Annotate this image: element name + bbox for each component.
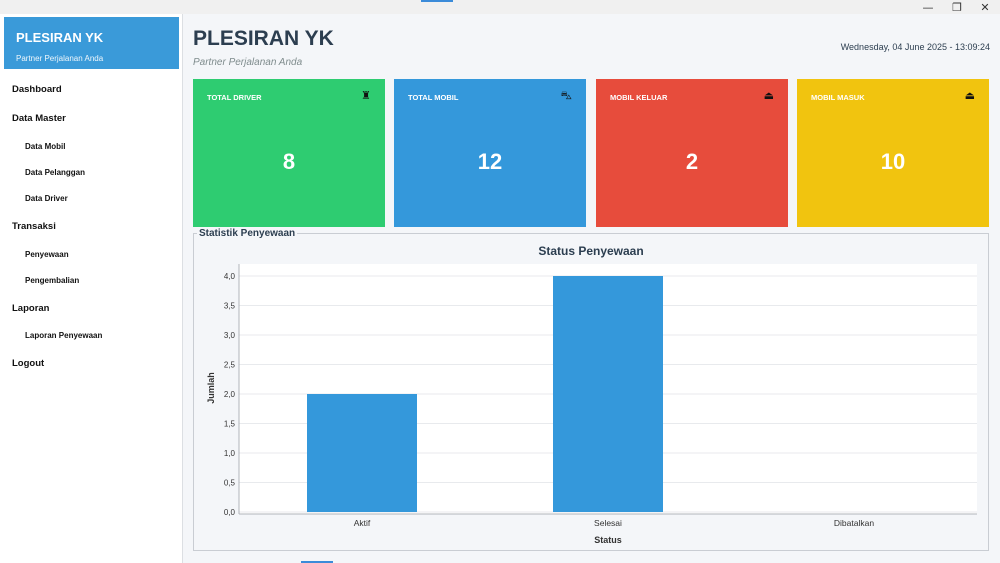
menu-data-mobil[interactable]: Data Mobil bbox=[25, 142, 66, 151]
x-tick-label: Dibatalkan bbox=[834, 518, 874, 528]
menu-pengembalian[interactable]: Pengembalian bbox=[25, 276, 80, 285]
menu-laporan-penyewaan[interactable]: Laporan Penyewaan bbox=[25, 331, 103, 340]
y-tick-label: 2,5 bbox=[224, 361, 236, 370]
brand-title: PLESIRAN YK bbox=[16, 30, 104, 45]
y-tick-label: 2,0 bbox=[224, 390, 236, 399]
y-tick-label: 0,5 bbox=[224, 479, 236, 488]
datetime-label: Wednesday, 04 June 2025 - 13:09:24 bbox=[840, 42, 990, 52]
card-mobil-keluar: MOBIL KELUAR ⏏ 2 bbox=[596, 79, 788, 227]
menu-logout[interactable]: Logout bbox=[12, 358, 45, 369]
close-button[interactable]: ✕ bbox=[980, 0, 990, 14]
x-axis-label: Status bbox=[594, 535, 622, 545]
car-out-icon: ⏏ bbox=[763, 89, 774, 102]
y-tick-label: 0,0 bbox=[224, 508, 236, 517]
card-total-mobil: TOTAL MOBIL ⛍ 12 bbox=[394, 79, 586, 227]
card-mobil-masuk: MOBIL MASUK ⏏ 10 bbox=[797, 79, 989, 227]
y-axis-label: Jumlah bbox=[206, 372, 216, 404]
y-tick-label: 1,0 bbox=[224, 449, 236, 458]
y-tick-label: 3,5 bbox=[224, 302, 236, 311]
card-total-driver: TOTAL DRIVER ♜ 8 bbox=[193, 79, 385, 227]
title-bar: — ❐ ✕ bbox=[0, 0, 1000, 14]
menu-dashboard[interactable]: Dashboard bbox=[12, 84, 62, 95]
title-bar-accent bbox=[421, 0, 453, 2]
bar-selesai bbox=[553, 276, 663, 512]
menu-data-driver[interactable]: Data Driver bbox=[25, 194, 68, 203]
y-tick-label: 3,0 bbox=[224, 331, 236, 340]
card-label: TOTAL DRIVER bbox=[207, 93, 262, 102]
chart-title: Status Penyewaan bbox=[538, 244, 644, 258]
y-tick-label: 4,0 bbox=[224, 272, 236, 281]
menu-laporan[interactable]: Laporan bbox=[12, 303, 50, 314]
bar-chart: 0,0 0,5 1,0 1,5 2,0 2,5 3,0 3,5 4,0 Aktif Selesai D… bbox=[206, 264, 977, 545]
x-tick-label: Selesai bbox=[594, 518, 622, 528]
bottom-accent bbox=[301, 561, 333, 563]
card-label: MOBIL MASUK bbox=[811, 93, 865, 102]
menu-penyewaan[interactable]: Penyewaan bbox=[25, 250, 69, 259]
car-in-icon: ⏏ bbox=[964, 89, 975, 102]
card-label: TOTAL MOBIL bbox=[408, 93, 459, 102]
card-label: MOBIL KELUAR bbox=[610, 93, 668, 102]
y-tick-label: 1,5 bbox=[224, 420, 236, 429]
card-value: 12 bbox=[477, 149, 503, 174]
card-value: 2 bbox=[685, 149, 699, 174]
minimize-button[interactable]: — bbox=[922, 0, 934, 14]
sidebar: PLESIRAN YK Partner Perjalanan Anda Dash… bbox=[0, 14, 183, 563]
card-value: 8 bbox=[282, 149, 296, 174]
statistics-panel-title: Statistik Penyewaan bbox=[197, 228, 298, 239]
card-value: 10 bbox=[880, 149, 906, 174]
page-subtitle: Partner Perjalanan Anda bbox=[193, 57, 303, 68]
bar-aktif bbox=[307, 394, 417, 512]
brand-panel: PLESIRAN YK Partner Perjalanan Anda bbox=[4, 17, 179, 69]
driver-icon: ♜ bbox=[361, 89, 371, 102]
car-icon: ⛍ bbox=[560, 89, 572, 102]
menu-transaksi[interactable]: Transaksi bbox=[12, 221, 56, 232]
restore-button[interactable]: ❐ bbox=[952, 0, 962, 14]
menu-data-master[interactable]: Data Master bbox=[12, 113, 66, 124]
menu-data-pelanggan[interactable]: Data Pelanggan bbox=[25, 168, 86, 177]
x-tick-label: Aktif bbox=[354, 518, 371, 528]
brand-subtitle: Partner Perjalanan Anda bbox=[16, 54, 104, 63]
page-title: PLESIRAN YK bbox=[193, 27, 334, 50]
